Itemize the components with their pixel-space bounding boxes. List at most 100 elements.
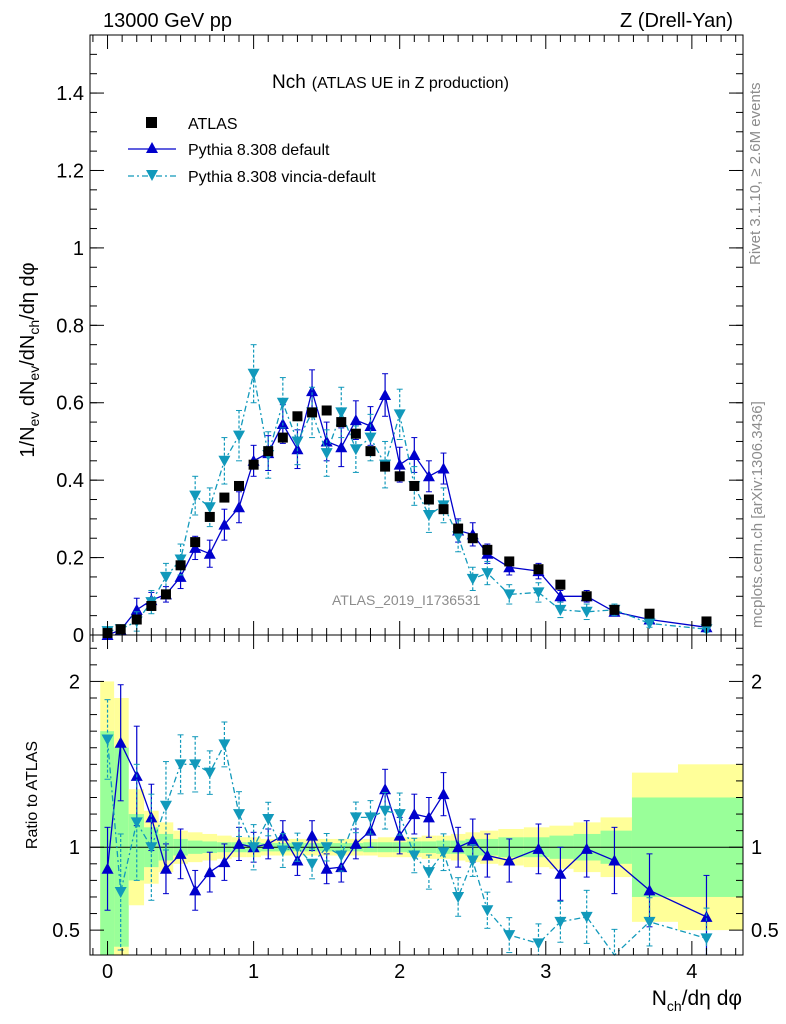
header-right: Z (Drell-Yan): [620, 10, 733, 32]
ratio-point-default: [554, 867, 567, 879]
ratio-point-vincia: [466, 855, 479, 867]
data-point-default: [189, 541, 202, 553]
data-point-vincia: [247, 368, 260, 380]
ratio-point-default: [503, 854, 516, 866]
ratio-point-vincia: [554, 916, 567, 928]
y-tick-label: 1.4: [56, 83, 84, 105]
data-point-atlas: [581, 591, 592, 602]
data-point-atlas: [438, 504, 449, 515]
analysis-id: ATLAS_2019_I1736531: [332, 592, 481, 608]
data-point-atlas: [175, 560, 186, 571]
ratio-point-vincia: [349, 812, 362, 824]
data-point-atlas: [277, 432, 288, 443]
ratio-point-default: [700, 910, 713, 922]
header-left: 13000 GeV pp: [103, 10, 232, 32]
data-point-atlas: [248, 459, 259, 470]
rivet-label: Rivet 3.1.10, ≥ 2.6M events: [747, 83, 764, 266]
data-point-default: [379, 389, 392, 400]
ratio-point-vincia: [262, 814, 275, 826]
data-point-default: [174, 570, 187, 582]
data-point-atlas: [131, 614, 142, 625]
ratio-point-default: [262, 837, 275, 849]
ratio-point-default: [608, 854, 621, 866]
ratio-point-default: [466, 834, 479, 846]
ratio-point-vincia: [247, 842, 260, 854]
data-point-atlas: [204, 511, 215, 522]
data-point-atlas: [409, 480, 420, 491]
data-point-default: [203, 547, 216, 559]
ratio-point-default: [422, 811, 435, 823]
data-point-vincia: [481, 568, 494, 580]
ratio-point-default: [203, 866, 216, 878]
data-point-atlas: [380, 461, 391, 472]
title-sub: (ATLAS UE in Z production): [312, 75, 509, 92]
ratio-point-vincia: [291, 842, 304, 854]
data-point-atlas: [533, 564, 544, 575]
ratio-point-default: [481, 849, 494, 861]
ratio-point-vincia: [379, 805, 392, 817]
series-line-vincia: [107, 373, 707, 632]
ratio-y-tick-label: 0.5: [52, 920, 80, 942]
ratio-point-vincia: [700, 933, 713, 945]
title-main: Nch: [272, 72, 306, 93]
data-point-vincia: [554, 604, 567, 616]
y-tick-label: 0.8: [56, 315, 84, 337]
data-point-vincia: [233, 430, 246, 442]
ratio-line-default: [106, 740, 707, 918]
data-point-atlas: [701, 616, 712, 627]
ratio-point-vincia: [203, 767, 216, 779]
x-tick-label: 1: [248, 961, 259, 983]
x-tick-label: 2: [394, 961, 405, 983]
ratio-point-vincia: [408, 850, 421, 862]
data-point-default: [233, 501, 246, 513]
ratio-point-default: [114, 736, 127, 748]
data-point-vincia: [203, 502, 216, 514]
main-axis-ticks: 0 0.2 0.4 0.6 0.8 1 1.2 1.4 0 1 2 3 4: [56, 35, 743, 983]
data-point-vincia: [276, 397, 289, 409]
data-point-vincia: [422, 510, 435, 521]
data-point-atlas: [190, 537, 201, 548]
ratio-point-vincia: [320, 842, 333, 854]
data-point-vincia: [349, 444, 362, 456]
ratio-point-default: [174, 847, 187, 859]
ratio-point-default: [379, 783, 392, 795]
data-point-default: [218, 518, 231, 530]
legend: ATLAS Pythia 8.308 default Pythia 8.308 …: [128, 116, 376, 186]
x-tick-label: 0: [102, 961, 113, 983]
data-point-atlas: [453, 523, 464, 534]
data-point-atlas: [482, 544, 493, 555]
data-point-vincia: [159, 571, 172, 583]
ratio-point-vincia: [145, 842, 158, 854]
ratio-point-vincia: [130, 817, 143, 829]
data-point-default: [503, 561, 516, 573]
data-point-atlas: [219, 492, 230, 503]
data-point-atlas: [292, 411, 303, 422]
ratio-line-vincia: [106, 739, 707, 956]
data-point-atlas: [336, 417, 347, 428]
data-point-atlas: [644, 608, 655, 619]
main-series: [101, 344, 713, 640]
ratio-point-default: [233, 837, 246, 849]
data-point-vincia: [393, 409, 406, 421]
legend-marker-vincia: [146, 170, 158, 181]
data-point-vincia: [466, 573, 479, 585]
data-point-atlas: [504, 556, 515, 567]
ratio-point-vincia: [233, 809, 246, 821]
ratio-point-vincia: [532, 938, 545, 950]
data-point-vincia: [218, 455, 231, 467]
ratio-point-default: [364, 824, 377, 836]
ratio-point-default: [532, 842, 545, 854]
y-tick-label: 1: [73, 238, 84, 260]
data-point-vincia: [643, 618, 656, 630]
legend-label-default: Pythia 8.308 default: [188, 142, 330, 159]
data-point-vincia: [320, 448, 333, 460]
data-point-default: [437, 462, 450, 474]
data-point-vincia: [364, 432, 377, 444]
y-tick-label: 0.6: [56, 393, 84, 415]
data-point-vincia: [503, 589, 516, 601]
mcplots-label: mcplots.cern.ch [arXiv:1306.3436]: [749, 401, 766, 628]
data-point-atlas: [234, 480, 245, 491]
ratio-point-vincia: [101, 734, 114, 746]
ratio-frame: [89, 634, 744, 956]
data-point-atlas: [394, 471, 405, 482]
